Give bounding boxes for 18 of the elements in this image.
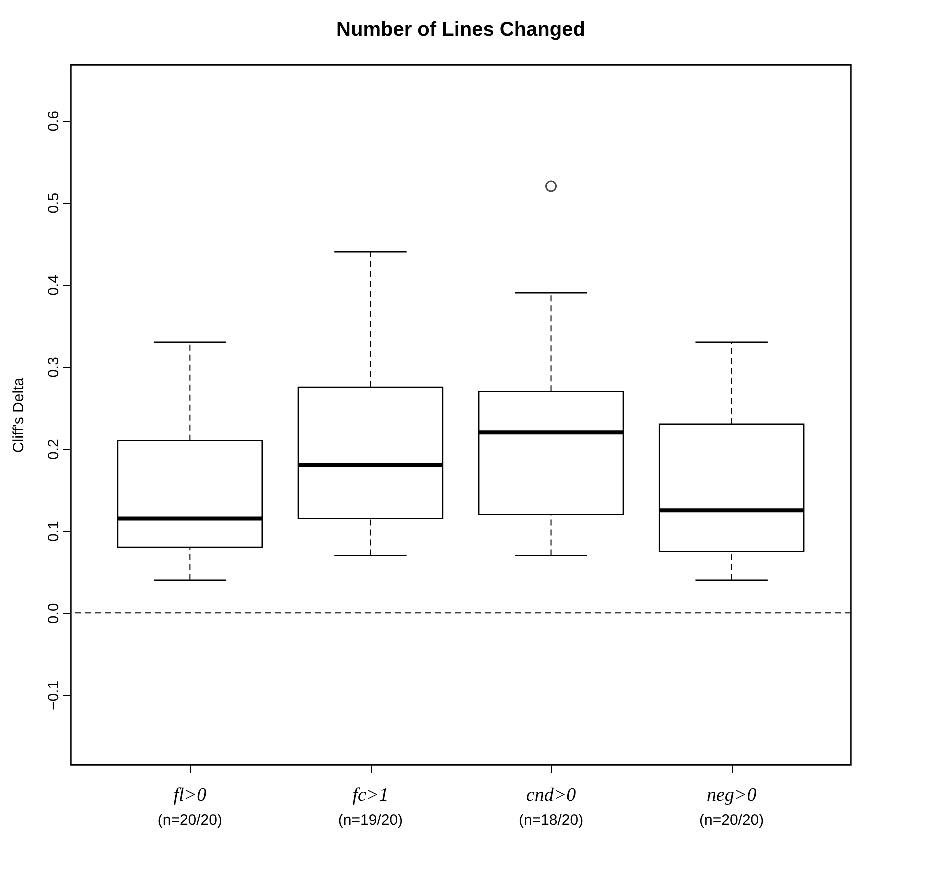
y-tick-label: 0.5: [46, 192, 62, 214]
text: (n=18/20): [518, 812, 584, 829]
y-tick-label: 0.1: [46, 521, 62, 542]
y-tick-label: 0.6: [46, 110, 62, 132]
y-axis-title: Cliff's Delta: [10, 377, 28, 454]
y-tick-label: −0.1: [46, 680, 62, 711]
y-tick-label: 0.4: [46, 275, 62, 296]
y-tick-label: 0.2: [46, 439, 62, 460]
x-tick-label: fl>0: [174, 785, 208, 806]
text: (n=20/20): [700, 812, 764, 829]
y-tick-label: 0.3: [46, 357, 62, 378]
y-tick-label: 0.0: [46, 603, 62, 624]
x-tick-label: neg>0: [706, 785, 758, 806]
x-tick-label: fc>1: [352, 785, 389, 806]
x-tick-label: cnd>0: [526, 785, 577, 806]
chart-title: Number of Lines Changed: [336, 19, 586, 41]
text: (n=19/20): [338, 812, 404, 829]
text: (n=20/20): [158, 812, 222, 829]
